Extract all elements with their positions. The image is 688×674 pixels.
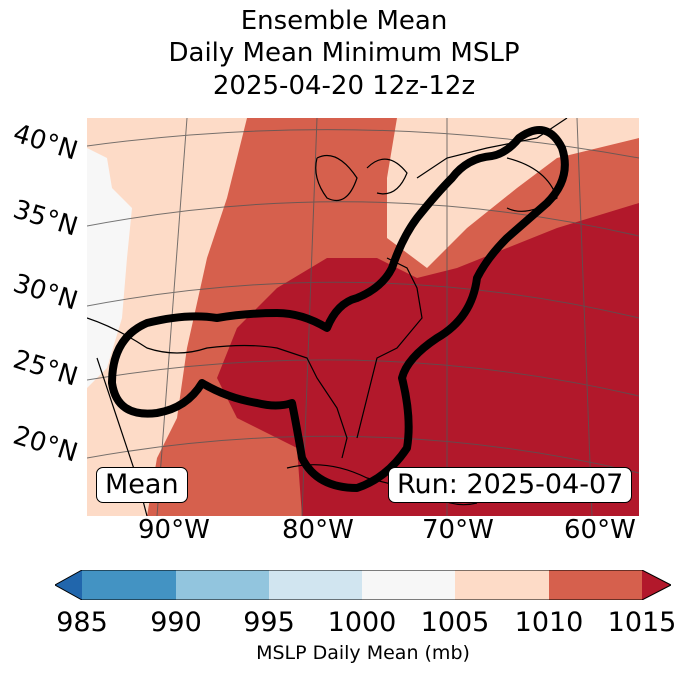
colorbar-extend-low: [55, 570, 82, 600]
lon-label-80: 80°W: [282, 515, 354, 545]
colorbar-seg-1010-1015: [549, 570, 642, 600]
lat-label-30: 30°N: [9, 268, 82, 317]
lat-label-40: 40°N: [9, 118, 82, 167]
colorbar-tick-1010: 1010: [514, 607, 584, 638]
title-line-1: Ensemble Mean: [240, 6, 448, 36]
colorbar: [55, 570, 671, 600]
lat-label-20: 20°N: [9, 420, 82, 469]
colorbar-seg-985-990: [82, 570, 176, 600]
lat-label-25: 25°N: [9, 344, 82, 393]
colorbar-extend-high: [642, 570, 671, 600]
colorbar-tick-1015: 1015: [607, 607, 677, 638]
title-line-3: 2025-04-20 12z-12z: [212, 71, 476, 101]
lon-label-70: 70°W: [422, 515, 494, 545]
region-above-1015: [217, 203, 639, 516]
colorbar-tick-1005: 1005: [420, 607, 490, 638]
region-1000-1005: [87, 148, 132, 388]
mslp-contour: [108, 126, 569, 492]
colorbar-seg-995-1000: [269, 570, 362, 600]
colorbar-tick-985: 985: [56, 607, 108, 638]
lon-label-90: 90°W: [138, 515, 210, 545]
run-date-box: Run: 2025-04-07: [388, 467, 633, 503]
mean-label-box: Mean: [96, 467, 188, 503]
colorbar-tick-995: 995: [243, 607, 295, 638]
colorbar-tick-990: 990: [150, 607, 202, 638]
colorbar-seg-1000-1005: [362, 570, 455, 600]
colorbar-seg-1005-1010: [455, 570, 549, 600]
lat-label-35: 35°N: [9, 194, 82, 243]
colorbar-seg-990-995: [176, 570, 269, 600]
region-1005-1010-ne: [387, 118, 639, 268]
lon-label-60: 60°W: [564, 515, 636, 545]
colorbar-label: MSLP Daily Mean (mb): [256, 642, 470, 664]
map-canvas: [87, 118, 639, 516]
pressure-map: [87, 118, 639, 516]
title-line-2: Daily Mean Minimum MSLP: [168, 38, 520, 68]
colorbar-tick-1000: 1000: [327, 607, 397, 638]
